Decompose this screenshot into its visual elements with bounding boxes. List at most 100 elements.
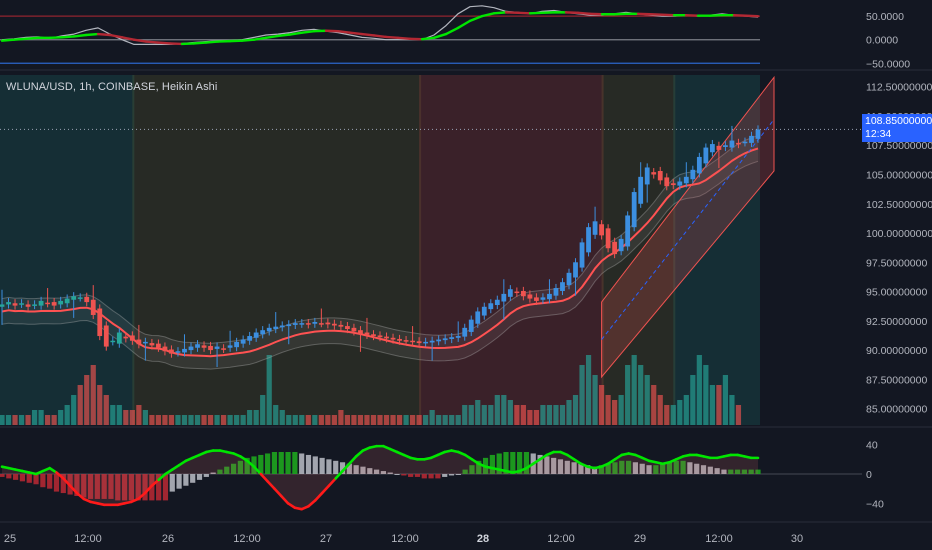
candle-body — [371, 334, 376, 337]
candle-body — [709, 144, 715, 153]
price-y-tick: 102.50000000 — [866, 199, 932, 211]
momentum-signal-segment — [170, 463, 181, 471]
volume-bar — [566, 400, 572, 425]
momentum-signal-segment — [313, 491, 324, 502]
volume-bar — [103, 395, 109, 425]
price-panel — [0, 75, 862, 425]
volume-bar — [631, 355, 637, 425]
candle-body — [129, 335, 135, 341]
momentum-signal-segment — [136, 491, 147, 501]
momentum-bar — [714, 468, 720, 474]
momentum-bar — [230, 463, 237, 474]
momentum-bar — [408, 474, 414, 477]
momentum-signal-segment — [606, 458, 617, 466]
volume-bar — [201, 415, 207, 425]
volume-bar — [305, 415, 311, 425]
momentum-panel — [0, 444, 862, 511]
momentum-bar — [278, 452, 284, 474]
momentum-bar — [299, 453, 305, 474]
momentum-signal-segment — [259, 472, 269, 483]
candle-body — [436, 339, 442, 342]
volume-bar — [559, 405, 566, 425]
momentum-signal-segment — [273, 487, 283, 498]
candle-body — [234, 341, 240, 348]
candle-body — [520, 290, 526, 297]
momentum-bar — [707, 466, 713, 474]
candle-body — [605, 228, 611, 249]
momentum-signal-segment — [334, 469, 344, 480]
volume-bar — [273, 405, 279, 425]
momentum-bar — [203, 474, 209, 477]
volume-bar — [364, 415, 370, 425]
volume-bar — [331, 415, 337, 425]
oscillator-slow-segment — [120, 36, 136, 41]
momentum-bar — [33, 474, 39, 485]
momentum-bar — [448, 474, 455, 476]
momentum-signal-segment — [538, 453, 549, 461]
momentum-signal-segment — [75, 491, 86, 501]
momentum-bar — [346, 463, 352, 474]
momentum-bar — [244, 457, 250, 474]
momentum-bar — [517, 452, 523, 474]
momentum-bar — [680, 460, 686, 474]
momentum-bar — [128, 474, 135, 501]
momentum-bar — [26, 474, 32, 483]
volume-bar — [97, 385, 103, 425]
momentum-signal-area — [2, 446, 758, 510]
regression-channel — [601, 75, 775, 379]
oscillator-slow-segment — [156, 41, 172, 45]
candle-body — [690, 169, 696, 180]
candle-body — [351, 327, 357, 332]
ma-band-lower — [1, 160, 759, 370]
candle-body — [703, 147, 709, 164]
volume-bar — [338, 410, 344, 425]
volume-bar — [533, 410, 540, 425]
momentum-bar — [571, 462, 577, 474]
oscillator-slow-segment — [576, 11, 592, 15]
candle-body — [331, 323, 337, 326]
volume-bar — [468, 405, 474, 425]
momentum-bar — [673, 460, 679, 474]
momentum-signal-segment — [279, 494, 290, 505]
momentum-bar — [0, 474, 5, 477]
oscillator-slow-segment — [24, 36, 40, 40]
candle-body — [292, 323, 298, 325]
volume-bar — [598, 385, 605, 425]
momentum-bar — [503, 452, 509, 474]
oscillator-slow-segment — [12, 37, 28, 41]
momentum-y-tick: 40 — [866, 440, 878, 452]
candle-body — [208, 345, 213, 351]
volume-bar — [585, 355, 592, 425]
candle-body — [312, 321, 318, 324]
volume-bar — [494, 395, 500, 425]
momentum-bar — [639, 463, 645, 474]
momentum-signal-segment — [143, 484, 154, 495]
volume-bar — [735, 405, 742, 425]
volume-bar — [612, 400, 618, 425]
volume-bar — [716, 385, 722, 425]
candle-body — [136, 339, 142, 345]
volume-bar — [683, 395, 689, 425]
candle-body — [142, 341, 148, 344]
candle-body — [169, 349, 174, 354]
momentum-bar — [81, 474, 87, 498]
candle-body — [397, 338, 402, 341]
oscillator-slow-segment — [252, 36, 268, 41]
momentum-signal-segment — [245, 459, 256, 468]
volume-bar — [71, 395, 77, 425]
x-tick-label: 12:00 — [547, 533, 575, 545]
volume-bar — [644, 375, 650, 425]
volume-bar — [514, 405, 520, 425]
momentum-bar — [305, 454, 312, 474]
candle-body — [51, 302, 57, 306]
momentum-bar — [108, 474, 114, 499]
candle-body — [201, 345, 207, 348]
momentum-bar — [694, 463, 700, 474]
candle-body — [586, 227, 591, 253]
momentum-bar — [176, 474, 182, 489]
momentum-signal-segment — [525, 462, 535, 470]
current-price-tag: 108.85000000 12:34 — [862, 114, 932, 142]
candle-body — [729, 140, 735, 148]
momentum-bar — [748, 469, 754, 474]
